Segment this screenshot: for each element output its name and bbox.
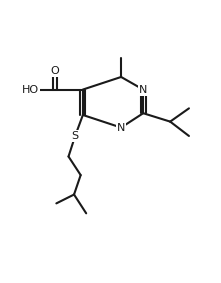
Text: N: N — [117, 123, 125, 132]
Text: HO: HO — [22, 85, 39, 95]
Text: S: S — [72, 131, 79, 141]
Text: N: N — [139, 85, 147, 95]
Text: O: O — [50, 66, 59, 76]
